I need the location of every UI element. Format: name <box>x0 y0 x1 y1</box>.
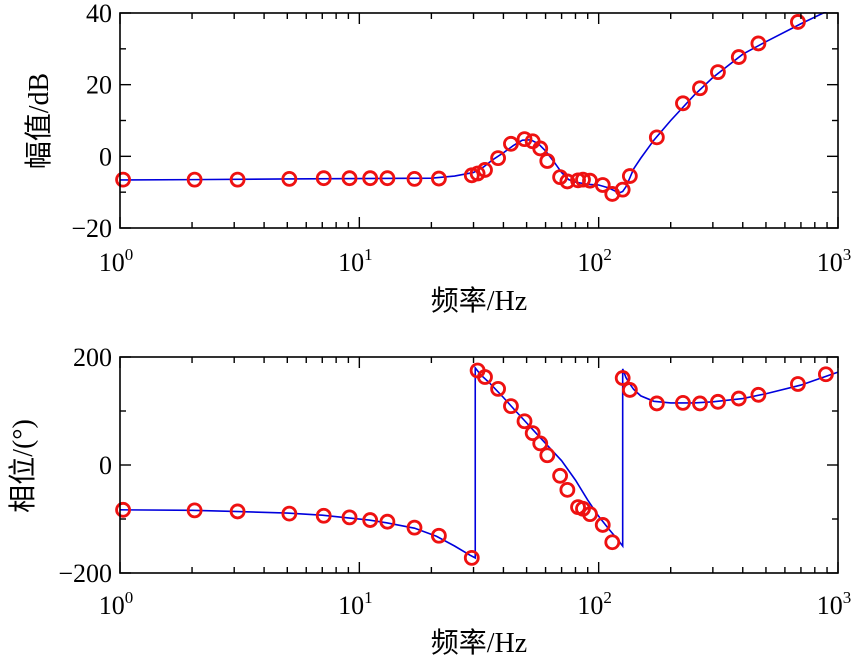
magnitude-data-point <box>341 170 358 187</box>
phase-y-tick-label: −200 <box>58 559 112 588</box>
phase-data-point <box>490 380 506 397</box>
magnitude-data-point <box>186 171 203 188</box>
magnitude-data-point <box>692 80 708 97</box>
phase-data-point <box>281 505 298 522</box>
phase-data-point <box>621 382 638 398</box>
phase-x-tick-label: 100 <box>99 588 134 620</box>
magnitude-x-tick-label: 103 <box>817 245 852 277</box>
magnitude-data-point <box>379 170 396 187</box>
magnitude-x-tick-labels: 100 101 102 103 <box>99 245 852 277</box>
phase-data-point <box>430 527 447 544</box>
magnitude-data-point <box>539 153 556 169</box>
phase-data-point <box>406 519 423 536</box>
phase-data-point <box>524 425 541 442</box>
magnitude-y-tick-label: 0 <box>99 142 112 171</box>
magnitude-data-point <box>406 171 423 187</box>
magnitude-data-point <box>710 64 726 81</box>
magnitude-axis-ticks <box>119 12 839 229</box>
phase-data-point <box>503 398 519 415</box>
magnitude-series <box>115 12 828 202</box>
magnitude-plot-frame <box>119 12 839 229</box>
magnitude-data-point <box>675 95 691 112</box>
magnitude-panel: −20 0 20 40 100 101 102 103 频率/Hz 幅值/dB <box>23 0 851 317</box>
phase-data-point <box>341 509 358 526</box>
magnitude-data-point <box>281 171 298 187</box>
phase-panel: −200 0 200 100 101 102 103 频率/Hz 相位/(°) <box>7 343 851 659</box>
phase-data-point <box>379 513 396 530</box>
magnitude-y-tick-label: 20 <box>86 71 112 100</box>
phase-data-point <box>315 507 332 524</box>
magnitude-data-point <box>362 170 379 187</box>
phase-data-point <box>730 390 747 407</box>
phase-x-tick-label: 101 <box>338 588 373 620</box>
magnitude-data-point <box>503 135 519 152</box>
phase-data-point <box>692 395 708 412</box>
phase-x-tick-label: 102 <box>577 588 612 620</box>
phase-y-tick-labels: −200 0 200 <box>58 343 112 588</box>
magnitude-x-tick-label: 101 <box>338 245 373 277</box>
magnitude-data-point <box>559 173 576 190</box>
phase-plot-frame <box>119 356 839 574</box>
phase-data-point <box>750 386 767 403</box>
magnitude-data-point <box>621 168 638 184</box>
magnitude-y-tick-label: 40 <box>86 0 112 28</box>
magnitude-data-point <box>790 14 806 30</box>
magnitude-data-point <box>229 171 246 188</box>
phase-data-point <box>552 467 568 484</box>
phase-data-point <box>229 503 246 520</box>
magnitude-data-point <box>614 181 631 198</box>
magnitude-data-point <box>750 35 767 52</box>
phase-series <box>115 362 838 566</box>
phase-data-point <box>463 549 480 566</box>
phase-data-point <box>790 376 806 392</box>
magnitude-data-point <box>430 170 447 187</box>
magnitude-data-point <box>516 131 533 148</box>
magnitude-x-tick-label: 100 <box>99 245 134 277</box>
magnitude-data-point <box>315 170 332 187</box>
phase-data-point <box>477 369 493 385</box>
magnitude-data-point <box>469 165 486 182</box>
magnitude-y-axis-label: 幅值/dB <box>23 73 55 169</box>
phase-axis-ticks <box>119 356 839 574</box>
phase-x-tick-labels: 100 101 102 103 <box>99 588 852 620</box>
phase-data-point <box>362 512 379 528</box>
phase-y-tick-label: 0 <box>99 451 112 480</box>
phase-x-axis-label: 频率/Hz <box>431 627 527 659</box>
phase-data-point <box>115 501 131 518</box>
phase-curve <box>120 365 838 560</box>
magnitude-data-point <box>115 171 131 188</box>
phase-data-point <box>532 435 549 452</box>
phase-data-point <box>559 481 576 498</box>
phase-y-axis-label: 相位/(°) <box>7 419 39 513</box>
phase-data-point <box>614 370 631 386</box>
phase-data-point <box>582 506 598 523</box>
magnitude-data-point <box>575 171 591 188</box>
phase-data-point <box>539 447 556 464</box>
magnitude-data-point <box>594 177 611 193</box>
phase-data-point <box>594 517 611 533</box>
magnitude-curve <box>120 12 828 194</box>
magnitude-y-tick-labels: −20 0 20 40 <box>71 0 112 243</box>
phase-data-point <box>710 393 726 410</box>
phase-data-point <box>648 395 665 412</box>
magnitude-data-point <box>477 162 493 178</box>
phase-data-point <box>675 394 691 411</box>
phase-data-point <box>604 534 621 551</box>
magnitude-y-tick-label: −20 <box>71 214 112 243</box>
magnitude-data-point <box>648 129 665 146</box>
phase-y-tick-label: 200 <box>73 343 112 372</box>
phase-x-tick-label: 103 <box>817 588 852 620</box>
magnitude-data-point <box>490 150 506 167</box>
phase-data-point <box>186 502 203 519</box>
magnitude-x-tick-label: 102 <box>577 245 612 277</box>
phase-data-point <box>817 366 834 383</box>
magnitude-data-point <box>730 49 747 65</box>
phase-data-point <box>516 413 533 430</box>
magnitude-data-point <box>532 140 549 157</box>
magnitude-x-axis-label: 频率/Hz <box>431 285 527 317</box>
